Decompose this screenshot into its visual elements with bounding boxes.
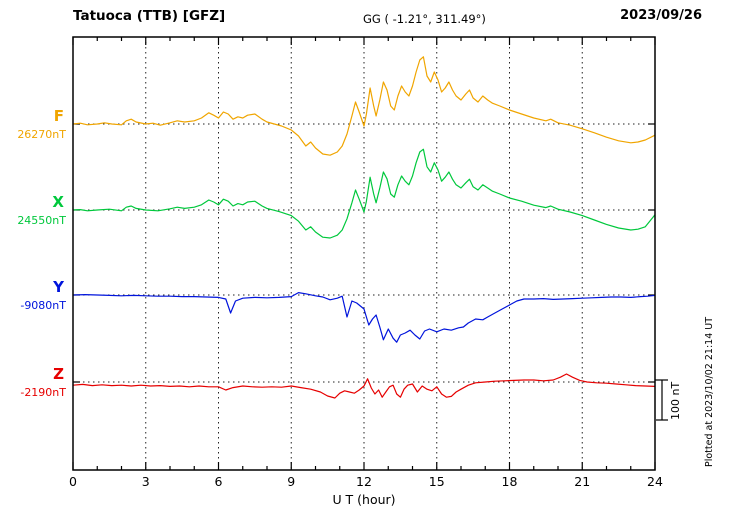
x-tick-label: 9	[287, 474, 296, 489]
observation-date: 2023/09/26	[620, 8, 702, 23]
component-label-X: X	[52, 193, 64, 211]
axis-frame	[72, 36, 656, 471]
x-tick-label: 18	[501, 474, 518, 489]
component-label-Z: Z	[53, 365, 64, 383]
x-tick-label: 21	[574, 474, 591, 489]
trace-X	[72, 148, 656, 239]
plotted-at-note: Plotted at 2023/10/02 21:14 UT	[704, 316, 715, 467]
trace-Y	[72, 292, 656, 343]
geographic-coordinates-label: GG ( -1.21°, 311.49°)	[363, 12, 486, 26]
station-title: Tatuoca (TTB) [GFZ]	[73, 8, 226, 24]
component-baseline-value-Z: -2190nT	[20, 386, 66, 399]
scale-bar-label: 100 nT	[669, 381, 682, 420]
trace-F	[72, 56, 656, 156]
x-tick-label: 3	[141, 474, 150, 489]
component-baseline-value-F: 26270nT	[17, 128, 66, 141]
x-tick-label: 15	[428, 474, 445, 489]
component-label-Y: Y	[53, 278, 64, 296]
x-tick-label: 6	[214, 474, 223, 489]
component-label-F: F	[53, 107, 64, 125]
component-baseline-value-Y: -9080nT	[20, 299, 66, 312]
x-tick-label: 0	[69, 474, 77, 489]
x-axis-title: U T (hour)	[332, 492, 396, 507]
x-tick-label: 24	[647, 474, 663, 489]
component-baseline-value-X: 24550nT	[17, 214, 66, 227]
trace-Z	[72, 373, 656, 399]
x-tick-label: 12	[356, 474, 372, 489]
